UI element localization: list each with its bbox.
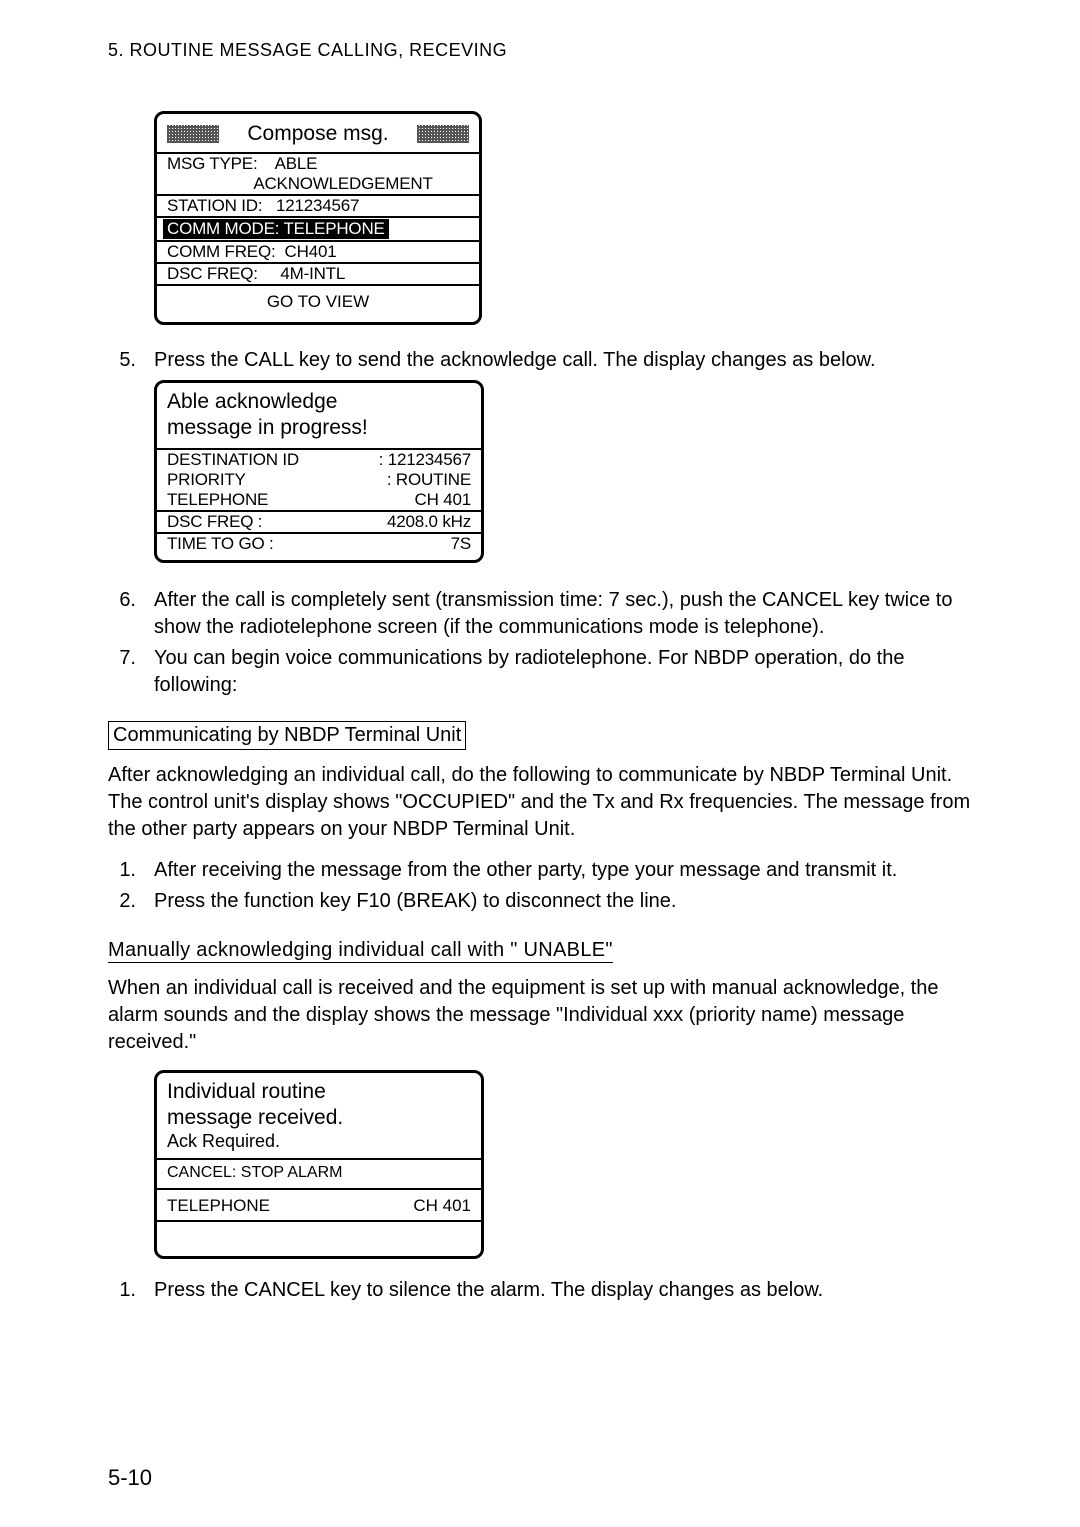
- comm-freq-label: COMM FREQ:: [167, 242, 276, 261]
- step-5-text: Press the CALL key to send the acknowled…: [154, 347, 972, 374]
- box3-tel-label: TELEPHONE: [167, 1196, 270, 1216]
- time-label: TIME TO GO :: [167, 534, 274, 554]
- dest-value: : 121234567: [379, 450, 471, 470]
- box3-telephone-row: TELEPHONE CH 401: [157, 1190, 481, 1220]
- nbdp-step-1-text: After receiving the message from the oth…: [154, 857, 972, 884]
- dsc-freq-row: DSC FREQ: 4M-INTL: [157, 264, 479, 284]
- nbdp-step-2: 2. Press the function key F10 (BREAK) to…: [108, 888, 972, 915]
- station-id-row: STATION ID: 121234567: [157, 196, 479, 216]
- station-id-value: 121234567: [276, 196, 359, 215]
- dest-label: DESTINATION ID: [167, 450, 299, 470]
- telephone-row: TELEPHONE CH 401: [157, 490, 481, 510]
- nbdp-heading: Communicating by NBDP Terminal Unit: [108, 721, 466, 750]
- priority-row: PRIORITY : ROUTINE: [157, 470, 481, 490]
- unable-heading: Manually acknowledging individual call w…: [108, 939, 613, 963]
- nbdp-para: After acknowledging an individual call, …: [108, 762, 972, 843]
- compose-title-row: Compose msg.: [157, 114, 479, 152]
- hatch-right-icon: [417, 125, 469, 143]
- comm-freq-row: COMM FREQ: CH401: [157, 242, 479, 262]
- able-ack-display: Able acknowledge message in progress! DE…: [154, 380, 484, 563]
- msg-type-row: MSG TYPE: ABLE: [157, 154, 479, 174]
- comm-mode-highlight: COMM MODE: TELEPHONE: [163, 219, 389, 239]
- box2-line1: Able acknowledge: [167, 389, 471, 415]
- page-header: 5. ROUTINE MESSAGE CALLING, RECEVING: [108, 40, 972, 61]
- comm-freq-value: CH401: [285, 242, 337, 261]
- msg-type-label: MSG TYPE:: [167, 154, 257, 173]
- individual-routine-display: Individual routine message received. Ack…: [154, 1070, 484, 1260]
- msg-type-value: ABLE: [275, 154, 318, 173]
- dest-row: DESTINATION ID : 121234567: [157, 450, 481, 470]
- unable-para: When an individual call is received and …: [108, 975, 972, 1056]
- dsc-freq-label: DSC FREQ:: [167, 264, 258, 283]
- station-id-label: STATION ID:: [167, 196, 262, 215]
- box3-empty: [157, 1222, 481, 1256]
- hatch-left-icon: [167, 125, 219, 143]
- comm-mode-row: COMM MODE: TELEPHONE: [157, 218, 479, 240]
- time-row: TIME TO GO : 7S: [157, 534, 481, 560]
- step-6-text: After the call is completely sent (trans…: [154, 587, 972, 641]
- dsc-value: 4208.0 kHz: [387, 512, 471, 532]
- telephone-label: TELEPHONE: [167, 490, 268, 510]
- step-7: 7. You can begin voice communications by…: [108, 645, 972, 699]
- box3-cancel: CANCEL: STOP ALARM: [157, 1160, 481, 1188]
- step-5-num: 5.: [108, 347, 136, 374]
- step-5: 5. Press the CALL key to send the acknow…: [108, 347, 972, 374]
- step-6: 6. After the call is completely sent (tr…: [108, 587, 972, 641]
- page-number: 5-10: [108, 1465, 152, 1491]
- priority-value: : ROUTINE: [387, 470, 471, 490]
- final-step-1-num: 1.: [108, 1277, 136, 1304]
- compose-title: Compose msg.: [229, 122, 407, 146]
- telephone-value: CH 401: [415, 490, 471, 510]
- step-7-num: 7.: [108, 645, 136, 672]
- compose-msg-display: Compose msg. MSG TYPE: ABLE ACKNOWLEDGEM…: [154, 111, 482, 325]
- time-value: 7S: [451, 534, 471, 554]
- box3-line2: message received.: [167, 1105, 471, 1131]
- priority-label: PRIORITY: [167, 470, 246, 490]
- step-7-text: You can begin voice communications by ra…: [154, 645, 972, 699]
- final-step-1-text: Press the CANCEL key to silence the alar…: [154, 1277, 972, 1304]
- box3-tel-value: CH 401: [413, 1196, 471, 1216]
- dsc-freq-value: 4M-INTL: [280, 264, 345, 283]
- box2-line2: message in progress!: [167, 415, 471, 441]
- box3-top: Individual routine message received.: [157, 1073, 481, 1132]
- box3-ack-req: Ack Required.: [157, 1131, 481, 1158]
- box3-line1: Individual routine: [167, 1079, 471, 1105]
- dsc-row: DSC FREQ : 4208.0 kHz: [157, 512, 481, 532]
- step-6-num: 6.: [108, 587, 136, 614]
- dsc-label: DSC FREQ :: [167, 512, 262, 532]
- ack-row: ACKNOWLEDGEMENT: [157, 174, 479, 194]
- nbdp-step-2-text: Press the function key F10 (BREAK) to di…: [154, 888, 972, 915]
- page: 5. ROUTINE MESSAGE CALLING, RECEVING Com…: [0, 0, 1080, 1527]
- nbdp-step-1-num: 1.: [108, 857, 136, 884]
- go-to-view: GO TO VIEW: [157, 286, 479, 322]
- final-step-1: 1. Press the CANCEL key to silence the a…: [108, 1277, 972, 1304]
- nbdp-step-2-num: 2.: [108, 888, 136, 915]
- box2-top: Able acknowledge message in progress!: [157, 383, 481, 448]
- nbdp-step-1: 1. After receiving the message from the …: [108, 857, 972, 884]
